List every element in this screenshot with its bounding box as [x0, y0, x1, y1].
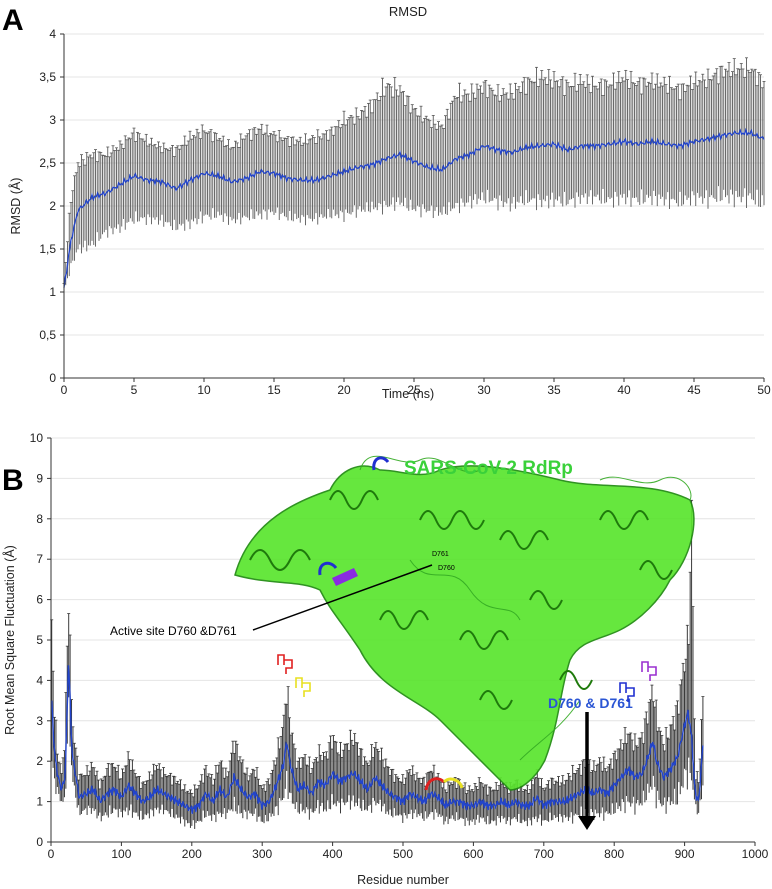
x-tick-label: 800 [604, 847, 624, 861]
loop-icon-blue [619, 682, 635, 702]
x-tick-label: 0 [48, 847, 55, 861]
down-arrow-icon [578, 712, 596, 830]
y-tick-label: 3,5 [39, 70, 56, 84]
protein-structure-image: D761 D760 [234, 455, 695, 791]
y-tick-label: 4 [36, 673, 43, 687]
y-tick-label: 0,5 [39, 328, 56, 342]
x-tick-label: 50 [757, 383, 771, 397]
panel-b-y-ticks: 0 1 2 3 4 5 6 7 8 9 10 [30, 431, 51, 849]
y-tick-label: 2,5 [39, 156, 56, 170]
y-tick-label: 1,5 [39, 242, 56, 256]
x-tick-label: 500 [393, 847, 413, 861]
protein-body [234, 465, 695, 791]
loop-red [424, 777, 446, 791]
y-tick-label: 9 [36, 471, 43, 485]
panel-a-letter: A [2, 4, 24, 37]
loop-icon-yellow [295, 677, 311, 697]
panel-a: A RMSD 0 5 10 15 20 25 30 35 40 45 50 0 0,5 1 1,5 2 2,5… [2, 4, 771, 401]
loop-blue-left [318, 561, 338, 576]
y-tick-label: 8 [36, 512, 43, 526]
residue-label: D760 & D761 [548, 695, 633, 711]
x-tick-label: 200 [182, 847, 202, 861]
panel-b-ylabel: Root Mean Square Fluctuation (Å) [2, 545, 17, 735]
panel-b-mean-line [51, 665, 704, 814]
x-tick-label: 100 [111, 847, 131, 861]
x-tick-label: 40 [617, 383, 631, 397]
y-tick-label: 3 [49, 113, 56, 127]
site-tag-d761: D761 [432, 551, 449, 558]
panel-a-x-ticks: 0 5 10 15 20 25 30 35 40 45 50 [61, 378, 771, 397]
panel-a-xlabel: Time (ns) [382, 387, 434, 401]
y-tick-label: 2 [49, 199, 56, 213]
panel-b-x-ticks: 0 100 200 300 400 500 600 700 800 900 1000 [48, 842, 769, 861]
x-tick-label: 30 [477, 383, 491, 397]
x-tick-label: 400 [323, 847, 343, 861]
loop-icon-red [277, 654, 293, 674]
x-tick-label: 5 [131, 383, 138, 397]
x-tick-label: 600 [463, 847, 483, 861]
loop-yellow [442, 777, 464, 789]
protein-loops [359, 455, 692, 761]
y-tick-label: 3 [36, 714, 43, 728]
x-tick-label: 300 [252, 847, 272, 861]
x-tick-label: 25 [407, 383, 421, 397]
active-site-label: Active site D760 &D761 [110, 624, 237, 638]
y-tick-label: 6 [36, 593, 43, 607]
x-tick-label: 900 [675, 847, 695, 861]
x-tick-label: 700 [534, 847, 554, 861]
y-tick-label: 0 [49, 371, 56, 385]
loop-blue-top [372, 456, 390, 471]
loop-icon-purple [641, 661, 657, 681]
y-tick-label: 4 [49, 27, 56, 41]
panel-b: B 0 100 200 300 400 500 600 700 800 900 1000 0 1 2 3 4… [2, 431, 769, 887]
protein-title: SARS-CoV-2 RdRp [404, 458, 573, 479]
x-tick-label: 10 [197, 383, 211, 397]
x-tick-label: 0 [61, 383, 68, 397]
y-tick-label: 1 [49, 285, 56, 299]
protein-helices [249, 490, 673, 710]
panel-a-title: RMSD [389, 4, 427, 19]
panel-b-xlabel: Residue number [357, 873, 449, 887]
y-tick-label: 1 [36, 795, 43, 809]
x-tick-label: 35 [547, 383, 561, 397]
site-tag-d760: D760 [438, 565, 455, 572]
panel-a-ylabel: RMSD (Å) [8, 178, 23, 235]
y-tick-label: 7 [36, 552, 43, 566]
loop-purple [332, 568, 358, 586]
x-tick-label: 1000 [742, 847, 769, 861]
x-tick-label: 20 [337, 383, 351, 397]
x-tick-label: 45 [687, 383, 701, 397]
y-tick-label: 10 [30, 431, 44, 445]
panel-b-letter: B [2, 464, 24, 497]
y-tick-label: 0 [36, 835, 43, 849]
panel-a-error-bars [62, 57, 766, 292]
active-site-pointer-line [252, 564, 433, 631]
y-tick-label: 2 [36, 754, 43, 768]
x-tick-label: 15 [267, 383, 281, 397]
panel-a-y-ticks: 0 0,5 1 1,5 2 2,5 3 3,5 4 [39, 27, 64, 385]
y-tick-label: 5 [36, 633, 43, 647]
panel-a-mean-line [63, 127, 765, 288]
